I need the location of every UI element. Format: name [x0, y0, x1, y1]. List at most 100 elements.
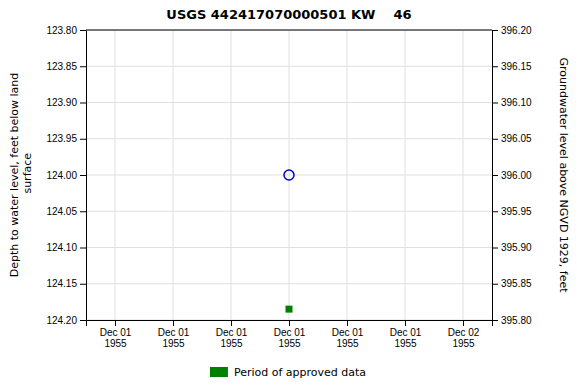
- x-tick: Dec 021955: [448, 320, 480, 349]
- y-tick-mark: [80, 248, 86, 249]
- y2-tick-mark: [492, 175, 498, 176]
- chart: Dec 011955 Dec 011955 Dec 011955 Dec 011955…: [0, 0, 576, 384]
- y2-axis-line: [493, 31, 499, 321]
- y-tick-mark: [80, 284, 86, 285]
- y2-tick-mark: [492, 211, 498, 212]
- y2-tick: 395.95: [492, 206, 532, 217]
- y2-tick: 396.10: [492, 97, 532, 108]
- y2-axis: 396.20 396.15 396.10 396.05 396.00 395.95 395.…: [492, 25, 532, 326]
- y-tick-label: 123.80: [46, 25, 77, 36]
- y2-tick-label: 395.95: [501, 206, 532, 217]
- y-tick-mark: [80, 175, 86, 176]
- y-tick: 123.95: [46, 133, 86, 144]
- y-tick-label: 124.10: [46, 242, 77, 253]
- x-tick-mark: [347, 320, 348, 326]
- legend-label: Period of approved data: [234, 366, 366, 379]
- y-tick: 123.85: [46, 61, 86, 72]
- y-tick-label: 124.15: [46, 278, 77, 289]
- x-tick-mark: [289, 320, 290, 326]
- grid-line-x: [115, 30, 116, 320]
- x-tick-mark: [231, 320, 232, 326]
- point-circle: [284, 170, 294, 180]
- y-tick-label: 123.95: [46, 133, 77, 144]
- y2-tick: 395.90: [492, 242, 532, 253]
- x-tick-label: Dec 021955: [448, 327, 480, 349]
- y2-tick-mark: [492, 139, 498, 140]
- y-tick-mark: [80, 211, 86, 212]
- y2-tick-mark: [492, 66, 498, 67]
- x-axis-line: [87, 321, 493, 327]
- y2-tick-mark: [492, 284, 498, 285]
- marks: [284, 170, 294, 313]
- legend: Period of approved data: [210, 366, 366, 379]
- x-tick: Dec 011955: [274, 320, 306, 349]
- title: USGS 442417070000501 KW 46: [166, 7, 411, 22]
- y-tick: 124.00: [46, 170, 86, 181]
- y-tick-label: 123.90: [46, 97, 77, 108]
- frame-top: [86, 30, 492, 31]
- x-tick-label: Dec 011955: [274, 327, 306, 349]
- y2-tick-label: 395.80: [501, 315, 532, 326]
- y-tick: 124.20: [46, 315, 86, 326]
- y-tick-mark: [80, 320, 86, 321]
- x-tick: Dec 011955: [216, 320, 248, 349]
- x-tick-label: Dec 011955: [216, 327, 248, 349]
- grid-line-x: [405, 30, 406, 320]
- grid-line-x: [231, 30, 232, 320]
- y2-tick-label: 395.85: [501, 278, 532, 289]
- y2-tick-label: 395.90: [501, 242, 532, 253]
- y2-tick: 396.15: [492, 61, 532, 72]
- x-tick: Dec 011955: [390, 320, 422, 349]
- y-tick-mark: [80, 66, 86, 67]
- y2-tick: 396.05: [492, 133, 532, 144]
- y2-tick-label: 396.00: [501, 170, 532, 181]
- x-tick-label: Dec 011955: [100, 327, 132, 349]
- x-tick-label: Dec 011955: [390, 327, 422, 349]
- y2-tick-label: 396.10: [501, 97, 532, 108]
- y-tick-label: 124.05: [46, 206, 77, 217]
- x-tick: Dec 011955: [332, 320, 364, 349]
- y-tick-mark: [80, 103, 86, 104]
- grid-line-x: [173, 30, 174, 320]
- y-tick: 124.10: [46, 242, 86, 253]
- y2-tick-label: 396.15: [501, 61, 532, 72]
- grid-line-y: [86, 30, 492, 31]
- legend-swatch: [210, 367, 228, 377]
- x-tick-mark: [115, 320, 116, 326]
- y2-tick: 395.80: [492, 315, 532, 326]
- series: [286, 306, 293, 313]
- x-tick-label: Dec 011955: [158, 327, 190, 349]
- grid-line-x: [347, 30, 348, 320]
- y-tick-mark: [80, 139, 86, 140]
- y2-tick: 395.85: [492, 278, 532, 289]
- grid: [86, 30, 492, 320]
- y-axis-line: [80, 31, 87, 321]
- y-tick-label: 124.00: [46, 170, 77, 181]
- grid-line-x: [463, 30, 464, 320]
- y2-tick-mark: [492, 248, 498, 249]
- x-tick-mark: [173, 320, 174, 326]
- y-tick: 123.90: [46, 97, 86, 108]
- series: [284, 170, 294, 180]
- y2-tick-mark: [492, 320, 498, 321]
- y-tick: 124.05: [46, 206, 86, 217]
- x-tick-mark: [463, 320, 464, 326]
- y-tick-label: 124.20: [46, 315, 77, 326]
- y2-axis-title: Groundwater level above NGVD 1929, feet: [557, 57, 570, 293]
- plot-area: Dec 011955 Dec 011955 Dec 011955 Dec 011955…: [46, 25, 532, 349]
- y2-tick-mark: [492, 30, 498, 31]
- y2-tick-label: 396.05: [501, 133, 532, 144]
- y-tick: 123.80: [46, 25, 86, 36]
- y2-tick-mark: [492, 103, 498, 104]
- y-tick-label: 123.85: [46, 61, 77, 72]
- x-tick: Dec 011955: [158, 320, 190, 349]
- y-tick-mark: [80, 30, 86, 31]
- x-tick-label: Dec 011955: [332, 327, 364, 349]
- grid-line-x: [289, 30, 290, 320]
- x-axis: Dec 011955 Dec 011955 Dec 011955 Dec 011955…: [87, 320, 493, 349]
- y-axis: 123.80 123.85 123.90 123.95 124.00 124.05 124.…: [46, 25, 86, 326]
- y2-tick: 396.20: [492, 25, 532, 36]
- y2-tick-label: 396.20: [501, 25, 532, 36]
- x-tick: Dec 011955: [100, 320, 132, 349]
- legend-item: Period of approved data: [210, 366, 366, 379]
